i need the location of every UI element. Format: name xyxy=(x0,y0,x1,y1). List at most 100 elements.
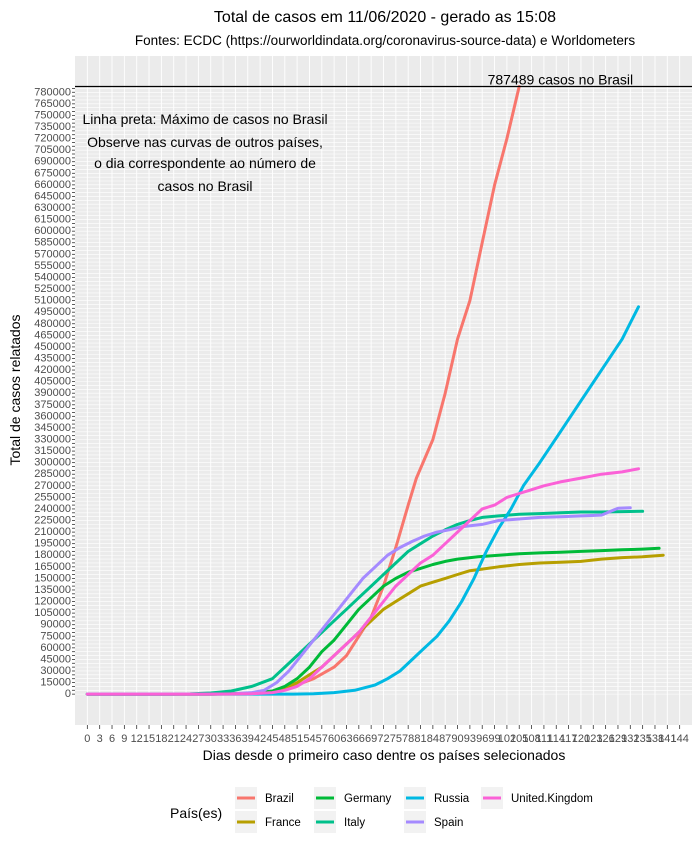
y-tick-label: 780000 xyxy=(34,86,71,98)
y-tick-label: 585000 xyxy=(34,237,71,249)
x-tick-label: 81 xyxy=(414,733,426,745)
legend-label: Brazil xyxy=(265,793,294,805)
x-tick-label: 33 xyxy=(217,733,229,745)
series-line-france xyxy=(85,553,665,696)
y-tick-label: 210000 xyxy=(34,526,71,538)
y-tick-label: 660000 xyxy=(34,179,71,191)
y-tick-label: 105000 xyxy=(34,607,71,619)
x-tick-label: 84 xyxy=(427,733,439,745)
y-tick-label: 645000 xyxy=(34,190,71,202)
x-tick-label: 45 xyxy=(266,733,278,745)
legend-label: France xyxy=(265,817,301,829)
y-tick-label: 705000 xyxy=(34,144,71,156)
y-tick-label: 450000 xyxy=(34,341,71,353)
y-tick-label: 720000 xyxy=(34,133,71,145)
y-tick-label: 120000 xyxy=(34,596,71,608)
annotation-line-4: casos no Brasil xyxy=(158,178,253,194)
x-tick-label: 51 xyxy=(291,733,303,745)
legend-label: Germany xyxy=(344,793,392,805)
x-tick-label: 144 xyxy=(670,733,688,745)
series-lines xyxy=(85,85,665,696)
x-tick-label: 54 xyxy=(303,733,315,745)
y-tick-label: 285000 xyxy=(34,468,71,480)
x-tick-label: 90 xyxy=(451,733,463,745)
legend-title: País(es) xyxy=(170,805,222,821)
x-tick-label: 141 xyxy=(658,733,676,745)
y-tick-label: 360000 xyxy=(34,410,71,422)
reference-line-label: 787489 casos no Brasil xyxy=(488,71,634,87)
y-tick-label: 600000 xyxy=(34,225,71,237)
x-tick-label: 12 xyxy=(131,733,143,745)
y-tick-label: 465000 xyxy=(34,329,71,341)
legend-label: United.Kingdom xyxy=(511,793,593,805)
x-axis-label: Dias desde o primeiro caso dentre os paí… xyxy=(203,747,566,763)
y-tick-label: 150000 xyxy=(34,572,71,584)
y-tick-label: 615000 xyxy=(34,214,71,226)
series-line-russia xyxy=(85,305,640,696)
y-tick-label: 135000 xyxy=(34,584,71,596)
annotation-line-1: Linha preta: Máximo de casos no Brasil xyxy=(82,111,327,127)
x-tick-label: 66 xyxy=(353,733,365,745)
x-tick-label: 21 xyxy=(168,733,180,745)
chart-title: Total de casos em 11/06/2020 - gerado as… xyxy=(214,9,556,26)
y-tick-label: 255000 xyxy=(34,491,71,503)
x-tick-label: 24 xyxy=(180,733,192,745)
series-line-germany xyxy=(85,546,661,696)
x-tick-label: 36 xyxy=(229,733,241,745)
x-tick-label: 6 xyxy=(109,733,115,745)
x-tick-label: 63 xyxy=(340,733,352,745)
x-tick-label: 18 xyxy=(155,733,167,745)
x-tick-label: 99 xyxy=(488,733,500,745)
x-tick-label: 30 xyxy=(205,733,217,745)
x-tick-label: 0 xyxy=(84,733,90,745)
x-tick-label: 72 xyxy=(377,733,389,745)
annotation: Linha preta: Máximo de casos no Brasil O… xyxy=(82,111,327,194)
y-tick-label: 15000 xyxy=(40,677,71,689)
y-tick-label: 0 xyxy=(65,688,71,700)
annotation-line-3: o dia correspondente ao número de xyxy=(94,155,316,171)
y-tick-label: 435000 xyxy=(34,352,71,364)
x-tick-label: 57 xyxy=(316,733,328,745)
y-tick-label: 510000 xyxy=(34,295,71,307)
y-tick-label: 480000 xyxy=(34,318,71,330)
y-tick-label: 225000 xyxy=(34,515,71,527)
y-tick-label: 735000 xyxy=(34,121,71,133)
x-tick-label: 69 xyxy=(365,733,377,745)
x-tick-label: 9 xyxy=(121,733,127,745)
legend-label: Russia xyxy=(434,793,470,805)
y-tick-label: 315000 xyxy=(34,445,71,457)
y-tick-label: 570000 xyxy=(34,248,71,260)
x-tick-label: 126 xyxy=(596,733,614,745)
x-tick-label: 105 xyxy=(510,733,528,745)
x-tick-label: 60 xyxy=(328,733,340,745)
y-tick-label: 30000 xyxy=(40,665,71,677)
y-tick-label: 630000 xyxy=(34,202,71,214)
y-tick-label: 60000 xyxy=(40,642,71,654)
y-tick-label: 390000 xyxy=(34,387,71,399)
y-tick-label: 420000 xyxy=(34,364,71,376)
annotation-line-2: Observe nas curvas de outros países, xyxy=(87,134,323,150)
y-axis: 0150003000045000600007500090000105000120… xyxy=(34,86,75,700)
y-tick-label: 345000 xyxy=(34,422,71,434)
y-tick-label: 270000 xyxy=(34,480,71,492)
x-tick-label: 111 xyxy=(536,733,553,745)
y-tick-label: 330000 xyxy=(34,433,71,445)
legend-label: Italy xyxy=(344,817,365,829)
series-line-italy xyxy=(85,509,645,696)
x-tick-label: 129 xyxy=(609,733,627,745)
y-tick-label: 240000 xyxy=(34,503,71,515)
y-tick-label: 75000 xyxy=(40,630,71,642)
chart-subtitle: Fontes: ECDC (https://ourworldindata.org… xyxy=(135,33,635,48)
x-tick-label: 108 xyxy=(522,733,540,745)
y-tick-label: 45000 xyxy=(40,653,71,665)
y-tick-label: 540000 xyxy=(34,271,71,283)
x-tick-label: 117 xyxy=(560,733,578,745)
grid xyxy=(75,56,692,725)
x-tick-label: 96 xyxy=(476,733,488,745)
x-tick-label: 27 xyxy=(192,733,204,745)
y-tick-label: 300000 xyxy=(34,457,71,469)
x-tick-label: 75 xyxy=(390,733,402,745)
x-tick-label: 138 xyxy=(646,733,664,745)
x-tick-label: 132 xyxy=(621,733,639,745)
x-tick-label: 120 xyxy=(572,733,590,745)
